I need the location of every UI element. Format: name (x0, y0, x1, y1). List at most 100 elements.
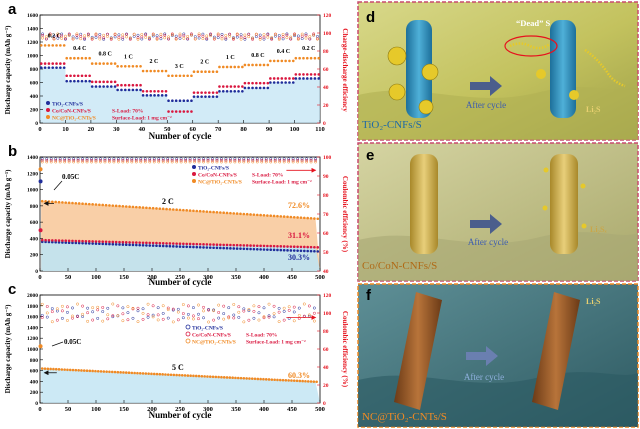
efficiency-point (314, 158, 317, 162)
y-tick-label: 1400 (27, 27, 38, 33)
data-point (101, 240, 105, 243)
data-point (158, 207, 162, 210)
efficiency-point (40, 160, 44, 164)
data-point (288, 81, 291, 84)
efficiency-point (291, 160, 295, 164)
data-point (195, 242, 199, 246)
data-point (51, 239, 54, 242)
data-point (167, 99, 170, 103)
efficiency-point (190, 32, 193, 36)
data-point (309, 380, 313, 383)
efficiency-point (297, 306, 301, 310)
efficiency-point (90, 158, 93, 162)
data-point (239, 376, 243, 380)
efficiency-point (152, 157, 156, 161)
y2-tick-label: 120 (323, 13, 332, 19)
initial-point (38, 167, 43, 172)
dead-sulfur-label: “Dead” S (516, 18, 551, 28)
data-point (225, 376, 229, 379)
sulfur-sphere (421, 63, 439, 81)
efficiency-point (188, 158, 192, 162)
efficiency-point (175, 160, 179, 164)
data-point (61, 239, 64, 242)
data-point (235, 212, 239, 215)
data-point (202, 246, 205, 249)
y-ticks-a: 0 200 400 600 800 1000 1200 1400 1600 (27, 13, 43, 127)
efficiency-point (125, 157, 129, 161)
efficiency-point (141, 317, 145, 321)
efficiency-point (205, 34, 209, 38)
efficiency-point (224, 160, 228, 164)
data-point (188, 209, 192, 212)
efficiency-point (45, 311, 49, 315)
efficiency-point (81, 312, 85, 316)
data-point (207, 95, 211, 98)
data-point (94, 240, 98, 243)
efficiency-point (269, 157, 273, 161)
data-point (273, 378, 276, 382)
efficiency-point (312, 33, 316, 37)
data-point (155, 241, 158, 245)
data-point (80, 56, 84, 60)
data-point (124, 241, 128, 244)
efficiency-point (257, 311, 261, 315)
efficiency-point (293, 33, 296, 37)
polysulfide-dot (580, 183, 586, 189)
data-point (39, 62, 43, 65)
efficiency-point (273, 157, 277, 161)
data-point (279, 245, 283, 248)
data-point (269, 248, 273, 252)
efficiency-point (81, 157, 85, 161)
data-point (239, 247, 242, 250)
data-point (47, 66, 51, 69)
x-tick-label: 40 (139, 126, 146, 133)
data-point (147, 372, 150, 375)
data-point (178, 99, 182, 103)
efficiency-point (207, 308, 211, 312)
data-point (302, 73, 305, 76)
data-point (219, 243, 222, 247)
data-point (225, 243, 229, 247)
y-tick-label: 1000 (27, 347, 38, 353)
efficiency-point (50, 320, 54, 324)
efficiency-point (163, 36, 167, 40)
data-point (164, 89, 168, 93)
efficiency-point (126, 318, 130, 322)
data-point (141, 69, 145, 73)
y-tick-label: 1600 (27, 13, 38, 19)
efficiency-point (181, 316, 185, 320)
efficiency-point (205, 37, 209, 41)
data-point (299, 216, 303, 219)
data-point (298, 77, 301, 80)
efficiency-point (45, 305, 49, 308)
efficiency-point (143, 160, 147, 164)
fiber-gold-after (550, 154, 578, 254)
x-tick-label: 200 (147, 406, 157, 413)
tube-after (532, 292, 580, 410)
efficiency-point (90, 160, 93, 164)
data-point (135, 241, 138, 244)
x-tick-label: 350 (231, 406, 241, 413)
efficiency-point (136, 320, 140, 324)
efficiency-point (167, 35, 170, 39)
efficiency-point (121, 306, 125, 310)
panel-letter-a: a (8, 1, 17, 18)
efficiency-point (307, 304, 311, 308)
efficiency-point (232, 313, 236, 317)
data-point (99, 370, 103, 373)
data-point (236, 376, 240, 380)
efficiency-point (211, 158, 214, 162)
rate-label: 0.4 C (277, 49, 290, 55)
efficiency-point (148, 157, 152, 161)
efficiency-point (75, 33, 79, 37)
efficiency-point (235, 32, 239, 36)
data-point (282, 245, 286, 248)
data-point (272, 81, 276, 84)
data-point (167, 74, 170, 78)
efficiency-point (193, 157, 197, 161)
data-point (294, 73, 298, 76)
efficiency-point (40, 158, 44, 162)
efficiency-point (251, 157, 255, 161)
data-point (178, 110, 182, 113)
